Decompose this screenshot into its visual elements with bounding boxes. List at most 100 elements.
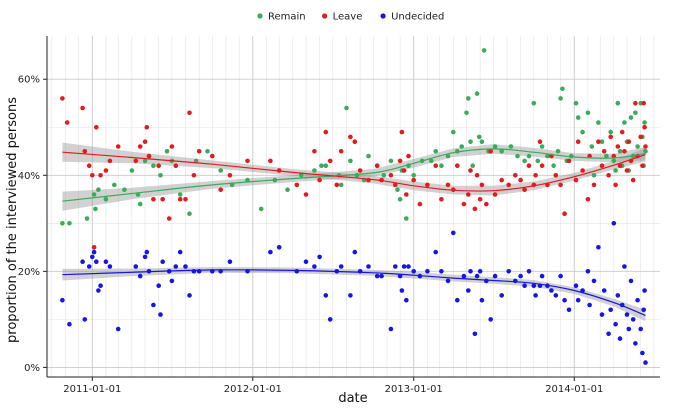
- point-undecided: [466, 288, 471, 293]
- trend-line-remain: [62, 148, 646, 202]
- point-leave: [626, 139, 632, 144]
- point-remain: [366, 153, 371, 159]
- x-tick-label: 2013-01-01: [385, 384, 443, 395]
- point-leave: [640, 163, 645, 168]
- point-undecided: [94, 259, 99, 265]
- point-leave: [323, 129, 329, 135]
- point-leave: [245, 158, 250, 164]
- point-leave: [526, 163, 532, 168]
- point-leave: [210, 153, 215, 159]
- point-undecided: [573, 283, 579, 289]
- point-leave: [94, 125, 99, 130]
- point-remain: [344, 105, 349, 111]
- point-leave: [558, 182, 563, 188]
- point-remain: [615, 100, 621, 106]
- point-remain: [312, 168, 317, 173]
- point-leave: [506, 182, 512, 188]
- point-undecided: [585, 269, 591, 274]
- point-remain: [433, 149, 439, 154]
- point-remain: [622, 120, 627, 125]
- point-undecided: [379, 273, 384, 279]
- legend-label-remain: Remain: [268, 12, 306, 23]
- point-undecided: [411, 269, 417, 274]
- point-remain: [628, 115, 634, 120]
- point-leave: [461, 201, 467, 207]
- point-remain: [91, 192, 97, 197]
- point-leave: [406, 153, 411, 159]
- point-remain: [354, 173, 360, 178]
- point-undecided: [294, 269, 300, 274]
- legend-marker-undecided: [380, 13, 386, 19]
- point-leave: [562, 211, 567, 216]
- point-remain: [164, 149, 170, 154]
- point-undecided: [103, 259, 109, 265]
- point-undecided: [558, 273, 563, 279]
- point-remain: [545, 153, 550, 159]
- point-leave: [608, 134, 613, 140]
- point-remain: [285, 187, 290, 192]
- point-remain: [555, 149, 561, 154]
- point-undecided: [628, 278, 634, 284]
- point-undecided: [553, 293, 559, 298]
- point-leave: [472, 206, 478, 212]
- point-leave: [187, 110, 192, 116]
- point-remain: [93, 206, 98, 212]
- point-undecided: [406, 264, 411, 269]
- point-undecided: [591, 278, 597, 284]
- point-leave: [573, 177, 579, 183]
- point-undecided: [643, 360, 648, 365]
- point-remain: [129, 168, 135, 173]
- x-tick-label: 2011-01-01: [63, 384, 121, 395]
- point-leave: [539, 163, 545, 168]
- point-remain: [429, 158, 434, 164]
- point-undecided: [499, 293, 505, 298]
- point-undecided: [638, 326, 643, 332]
- point-remain: [84, 216, 90, 221]
- point-undecided: [348, 293, 353, 298]
- point-leave: [585, 197, 591, 202]
- point-undecided: [323, 293, 329, 298]
- point-undecided: [86, 264, 92, 269]
- point-leave: [357, 168, 363, 173]
- point-leave: [90, 173, 95, 178]
- point-leave: [474, 173, 480, 178]
- point-leave: [348, 134, 353, 140]
- point-leave: [580, 168, 585, 173]
- point-remain: [397, 197, 403, 202]
- point-undecided: [492, 273, 498, 279]
- legend: Remain Leave Undecided: [257, 12, 444, 23]
- point-remain: [193, 158, 199, 164]
- point-leave: [513, 173, 518, 178]
- point-undecided: [393, 264, 398, 269]
- point-undecided: [608, 307, 613, 313]
- point-remain: [477, 134, 482, 140]
- point-undecided: [366, 264, 371, 269]
- point-undecided: [566, 307, 572, 313]
- x-tick-label: 2014-01-01: [545, 384, 603, 395]
- point-undecided: [640, 350, 645, 356]
- point-undecided: [144, 249, 150, 255]
- point-remain: [445, 153, 451, 159]
- point-remain: [205, 149, 210, 154]
- point-remain: [298, 173, 304, 178]
- point-undecided: [549, 288, 554, 293]
- point-leave: [352, 139, 358, 144]
- y-tick-label: 0%: [24, 363, 40, 374]
- point-leave: [64, 120, 70, 125]
- point-remain: [474, 91, 480, 96]
- confidence-ribbons: [62, 142, 646, 322]
- point-undecided: [575, 297, 581, 303]
- point-remain: [643, 149, 648, 154]
- point-undecided: [433, 249, 439, 255]
- point-remain: [112, 182, 117, 188]
- point-undecided: [80, 259, 85, 265]
- point-undecided: [404, 297, 409, 303]
- point-leave: [60, 96, 65, 101]
- point-undecided: [425, 269, 430, 274]
- y-tick-label: 60%: [18, 75, 40, 86]
- point-undecided: [635, 297, 640, 303]
- x-tick-label: 2012-01-01: [224, 384, 282, 395]
- point-leave: [399, 129, 405, 135]
- grid: [47, 36, 660, 377]
